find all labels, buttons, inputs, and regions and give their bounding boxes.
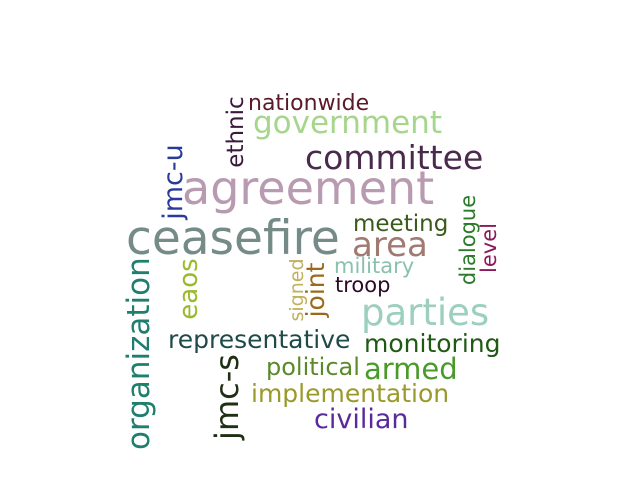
word-jmc-s: jmc-s [208, 354, 246, 440]
word-military: military [334, 254, 415, 278]
word-ceasefire: ceasefire [126, 211, 340, 266]
word-committee: committee [305, 138, 484, 177]
word-level: level [477, 223, 501, 273]
word-parties: parties [361, 291, 490, 334]
word-armed: armed [364, 352, 458, 386]
word-joint: joint [301, 262, 330, 318]
word-representative: representative [168, 325, 351, 354]
word-implementation: implementation [251, 379, 450, 408]
word-government: government [253, 105, 442, 141]
word-troop: troop [335, 273, 391, 297]
word-ethnic: ethnic [223, 96, 249, 168]
word-meeting: meeting [353, 211, 449, 237]
word-organization: organization [121, 257, 157, 450]
word-nationwide: nationwide [248, 91, 370, 116]
word-eaos: eaos [174, 258, 204, 320]
word-agreement: agreement [182, 161, 435, 215]
word-civilian: civilian [314, 404, 409, 435]
word-jmc-u: jmc-u [158, 144, 189, 220]
word-monitoring: monitoring [364, 329, 501, 358]
word-area: area [352, 225, 428, 265]
word-political: political [266, 353, 360, 381]
